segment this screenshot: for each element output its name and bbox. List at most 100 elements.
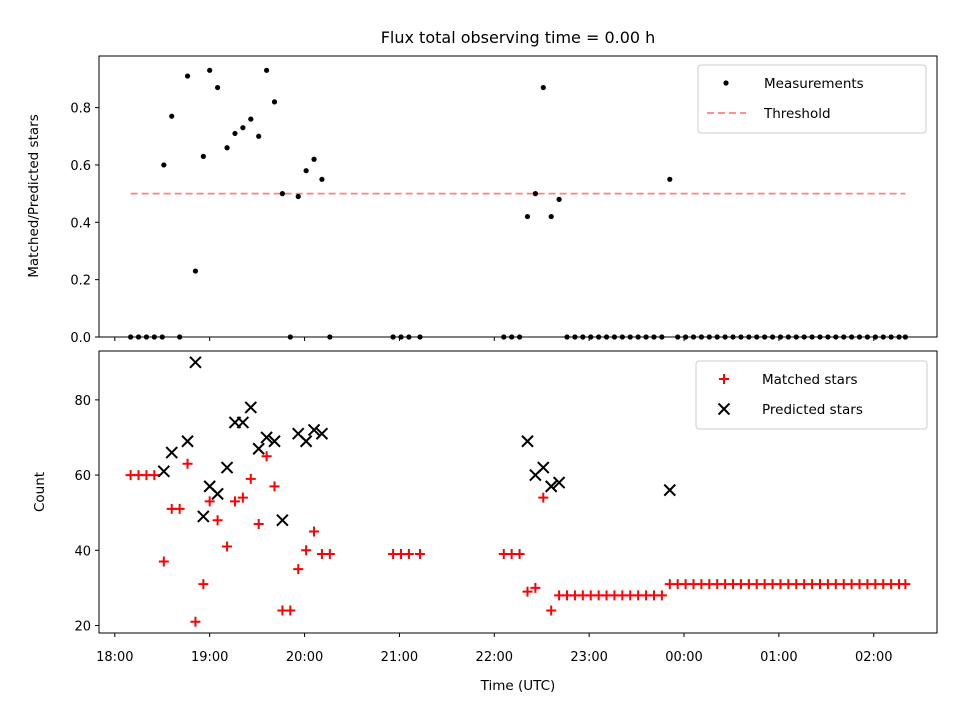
x-tick-label: 22:00 <box>476 650 513 665</box>
matched-star-point <box>174 503 185 514</box>
measurement-point <box>667 176 673 182</box>
matched-star-point <box>546 605 557 616</box>
measurement-point <box>207 67 213 73</box>
measurement-point <box>264 67 270 73</box>
measurement-point <box>240 125 246 131</box>
bottom-legend: Matched stars Predicted stars <box>695 360 928 430</box>
top-y-tick-label: 0.4 <box>70 216 91 231</box>
matched-star-point <box>309 526 320 537</box>
measurement-point <box>248 116 254 122</box>
measurement-point <box>311 156 317 162</box>
predicted-star-point <box>268 435 281 448</box>
legend-label-predicted: Predicted stars <box>762 402 863 418</box>
bottom-y-tick-label: 60 <box>74 469 91 484</box>
measurement-point <box>184 73 191 79</box>
legend-label-threshold: Threshold <box>763 106 831 122</box>
predicted-star-point <box>552 476 566 489</box>
measurement-point <box>169 113 175 119</box>
legend-swatch-predicted <box>717 402 731 416</box>
top-x-ticks <box>114 337 875 341</box>
measurement-point <box>279 191 286 197</box>
matched-star-point <box>158 556 169 567</box>
measurement-point <box>556 196 562 202</box>
predicted-star-point <box>165 446 178 459</box>
predicted-star-point <box>157 465 171 478</box>
measurement-point <box>548 213 554 220</box>
matched-star-point <box>293 564 304 575</box>
bottom-marks <box>125 356 911 627</box>
matched-star-point <box>900 579 911 590</box>
measurement-point <box>532 191 538 197</box>
x-tick-label: 00:00 <box>665 650 702 665</box>
x-tick-label: 19:00 <box>191 650 228 665</box>
predicted-star-point <box>211 487 224 501</box>
top-y-axis-label: Matched/Predicted stars <box>26 114 42 277</box>
x-axis-label: Time (UTC) <box>480 678 556 694</box>
predicted-star-point <box>252 442 265 455</box>
matched-star-point <box>237 492 248 503</box>
matched-star-point <box>530 582 541 593</box>
matched-star-point <box>190 616 201 627</box>
predicted-star-point <box>521 435 534 448</box>
measurement-point <box>200 153 206 159</box>
predicted-star-point <box>276 513 289 527</box>
predicted-star-point <box>181 435 194 448</box>
matched-star-point <box>301 545 312 556</box>
matched-star-point <box>253 518 264 529</box>
top-y-tick-label: 0.8 <box>70 102 91 117</box>
measurement-point <box>161 162 167 168</box>
top-y-ticks: 0.0 0.2 0.4 0.6 0.8 <box>70 102 99 346</box>
legend-box <box>695 360 928 430</box>
measurement-point <box>192 268 199 274</box>
predicted-star-point <box>220 461 234 474</box>
legend-label-matched: Matched stars <box>762 372 858 388</box>
matched-star-point <box>269 481 280 492</box>
matched-star-point <box>229 496 240 507</box>
matched-star-point <box>222 541 233 552</box>
top-y-tick-label: 0.6 <box>70 159 91 174</box>
matched-star-point <box>522 586 533 597</box>
predicted-star-point <box>260 431 273 444</box>
legend-swatch-matched <box>719 374 729 384</box>
bottom-y-tick-label: 20 <box>74 619 91 634</box>
matched-star-point <box>324 549 335 560</box>
measurement-point <box>232 130 238 137</box>
matched-star-point <box>182 458 193 469</box>
measurement-point <box>256 133 262 139</box>
top-legend: Measurements Threshold <box>697 64 927 134</box>
matched-star-point <box>285 605 296 616</box>
predicted-star-point <box>544 480 558 493</box>
predicted-star-point <box>307 423 321 437</box>
top-y-tick-label: 0.2 <box>70 274 91 289</box>
predicted-star-point <box>315 427 329 440</box>
legend-label-measurements: Measurements <box>764 76 864 92</box>
matched-star-point <box>514 549 525 560</box>
matched-star-point <box>204 496 215 507</box>
matched-star-point <box>403 549 414 560</box>
bottom-x-ticks: 18:00 19:00 20:00 21:00 22:00 23:00 00:00 01:00… <box>96 633 892 665</box>
x-tick-label: 02:00 <box>855 650 892 665</box>
measurement-point <box>271 99 278 105</box>
bottom-y-tick-label: 80 <box>74 394 91 409</box>
measurement-point <box>303 168 309 174</box>
x-tick-label: 18:00 <box>96 650 133 665</box>
matched-star-point <box>261 451 272 462</box>
predicted-star-point <box>299 435 313 448</box>
predicted-star-point <box>537 461 550 474</box>
bottom-y-tick-label: 40 <box>74 544 91 559</box>
predicted-star-point <box>189 356 202 369</box>
predicted-star-point <box>663 483 676 497</box>
top-panel: 0.00.20.40.60.8 Matched/Predicted stars … <box>26 55 938 346</box>
predicted-star-point <box>236 416 250 429</box>
measurement-point <box>540 84 546 91</box>
measurement-point <box>295 193 301 200</box>
x-tick-label: 01:00 <box>760 650 797 665</box>
matched-star-point <box>656 590 667 601</box>
legend-box <box>697 64 927 134</box>
legend-swatch-measurements <box>723 80 729 86</box>
predicted-star-point <box>197 510 210 523</box>
measurement-point <box>319 176 325 182</box>
matched-star-point <box>414 549 425 560</box>
measurement-point <box>214 84 221 91</box>
